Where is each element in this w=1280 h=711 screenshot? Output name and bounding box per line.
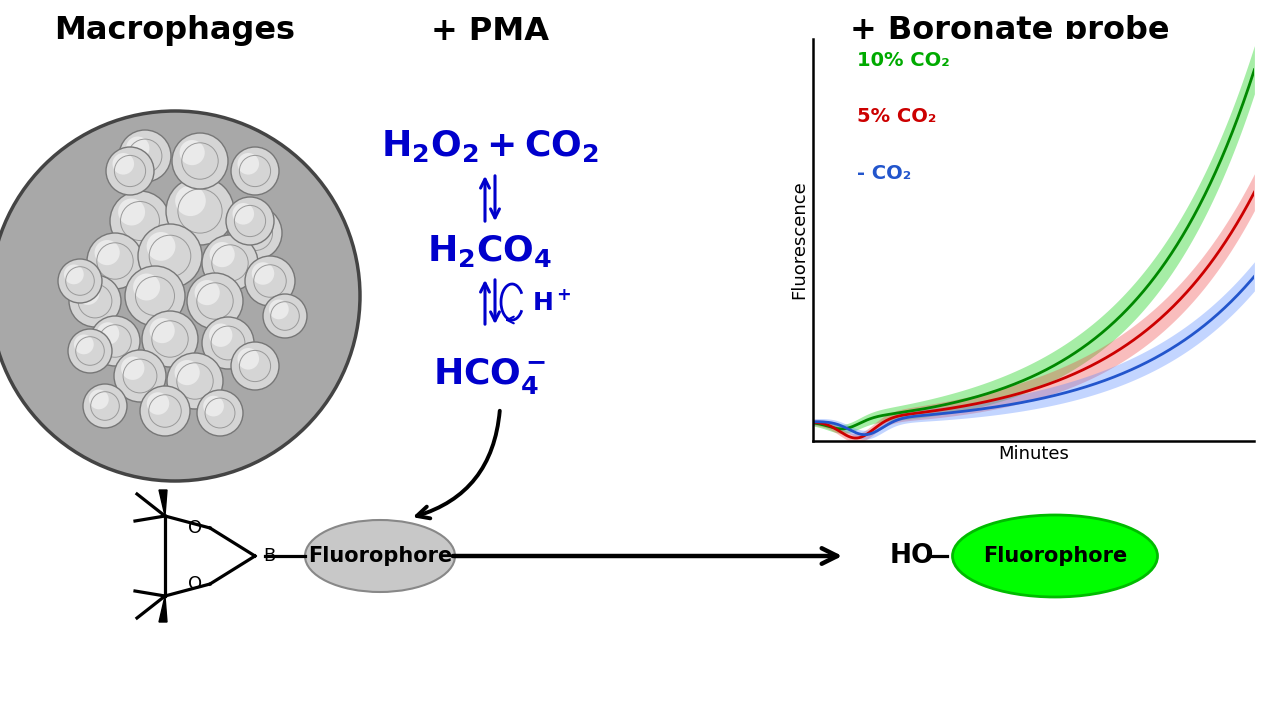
Circle shape (83, 384, 127, 428)
Circle shape (195, 280, 220, 305)
Text: $\mathbf{H_2O_2 + CO_2}$: $\mathbf{H_2O_2 + CO_2}$ (381, 128, 599, 164)
Circle shape (114, 350, 166, 402)
Circle shape (238, 348, 259, 370)
Text: + PMA: + PMA (431, 16, 549, 46)
Circle shape (125, 266, 186, 326)
Ellipse shape (305, 520, 454, 592)
Circle shape (252, 262, 274, 284)
Text: O: O (188, 519, 202, 537)
Circle shape (262, 294, 307, 338)
Circle shape (106, 147, 154, 195)
Circle shape (197, 390, 243, 436)
Circle shape (187, 273, 243, 329)
Circle shape (230, 147, 279, 195)
Text: - CO₂: - CO₂ (858, 164, 911, 183)
Circle shape (133, 274, 160, 301)
Circle shape (179, 140, 205, 165)
Y-axis label: Fluorescence: Fluorescence (791, 181, 809, 299)
X-axis label: Minutes: Minutes (998, 445, 1069, 463)
Text: $\mathbf{H^+}$: $\mathbf{H^+}$ (532, 289, 571, 314)
Circle shape (118, 198, 145, 225)
Circle shape (0, 111, 360, 481)
Circle shape (125, 137, 150, 160)
Circle shape (69, 275, 122, 327)
Circle shape (138, 224, 202, 288)
Circle shape (119, 130, 172, 182)
Circle shape (233, 203, 255, 225)
Text: + Boronate probe: + Boronate probe (850, 16, 1170, 46)
Circle shape (95, 240, 120, 265)
Circle shape (150, 318, 175, 343)
Text: Fluorophore: Fluorophore (308, 546, 452, 566)
Circle shape (147, 392, 169, 415)
Circle shape (166, 353, 223, 409)
Circle shape (76, 282, 100, 305)
Circle shape (269, 299, 289, 319)
Circle shape (175, 186, 206, 216)
Circle shape (227, 197, 274, 245)
Circle shape (97, 322, 119, 345)
Circle shape (58, 259, 102, 303)
Circle shape (87, 233, 143, 289)
Polygon shape (159, 596, 166, 622)
Circle shape (202, 317, 253, 369)
Circle shape (230, 342, 279, 390)
Circle shape (210, 242, 234, 267)
Circle shape (236, 213, 260, 237)
Ellipse shape (952, 515, 1157, 597)
Circle shape (140, 386, 189, 436)
Circle shape (113, 153, 134, 175)
Circle shape (204, 396, 224, 417)
Text: Macrophages: Macrophages (55, 16, 296, 46)
Circle shape (202, 235, 259, 291)
FancyArrowPatch shape (417, 411, 499, 518)
Circle shape (172, 133, 228, 189)
Text: B: B (262, 547, 275, 565)
Circle shape (122, 356, 145, 380)
Circle shape (228, 206, 282, 260)
Circle shape (74, 334, 93, 354)
Circle shape (238, 153, 259, 175)
Circle shape (244, 256, 294, 306)
Circle shape (64, 264, 83, 284)
Circle shape (166, 177, 234, 245)
Text: 5% CO₂: 5% CO₂ (858, 107, 937, 127)
Circle shape (68, 329, 113, 373)
Circle shape (90, 316, 140, 366)
Circle shape (209, 324, 233, 347)
Circle shape (147, 232, 175, 261)
Circle shape (174, 360, 200, 385)
Text: 10% CO₂: 10% CO₂ (858, 51, 950, 70)
Circle shape (88, 390, 109, 410)
Polygon shape (159, 490, 166, 516)
Circle shape (142, 311, 198, 367)
Circle shape (110, 191, 170, 251)
Text: HO: HO (890, 543, 934, 569)
Text: O: O (188, 575, 202, 593)
Text: $\mathbf{HCO_4^-}$: $\mathbf{HCO_4^-}$ (434, 356, 547, 396)
Text: Fluorophore: Fluorophore (983, 546, 1128, 566)
Text: $\mathbf{H_2CO_4}$: $\mathbf{H_2CO_4}$ (428, 233, 553, 269)
